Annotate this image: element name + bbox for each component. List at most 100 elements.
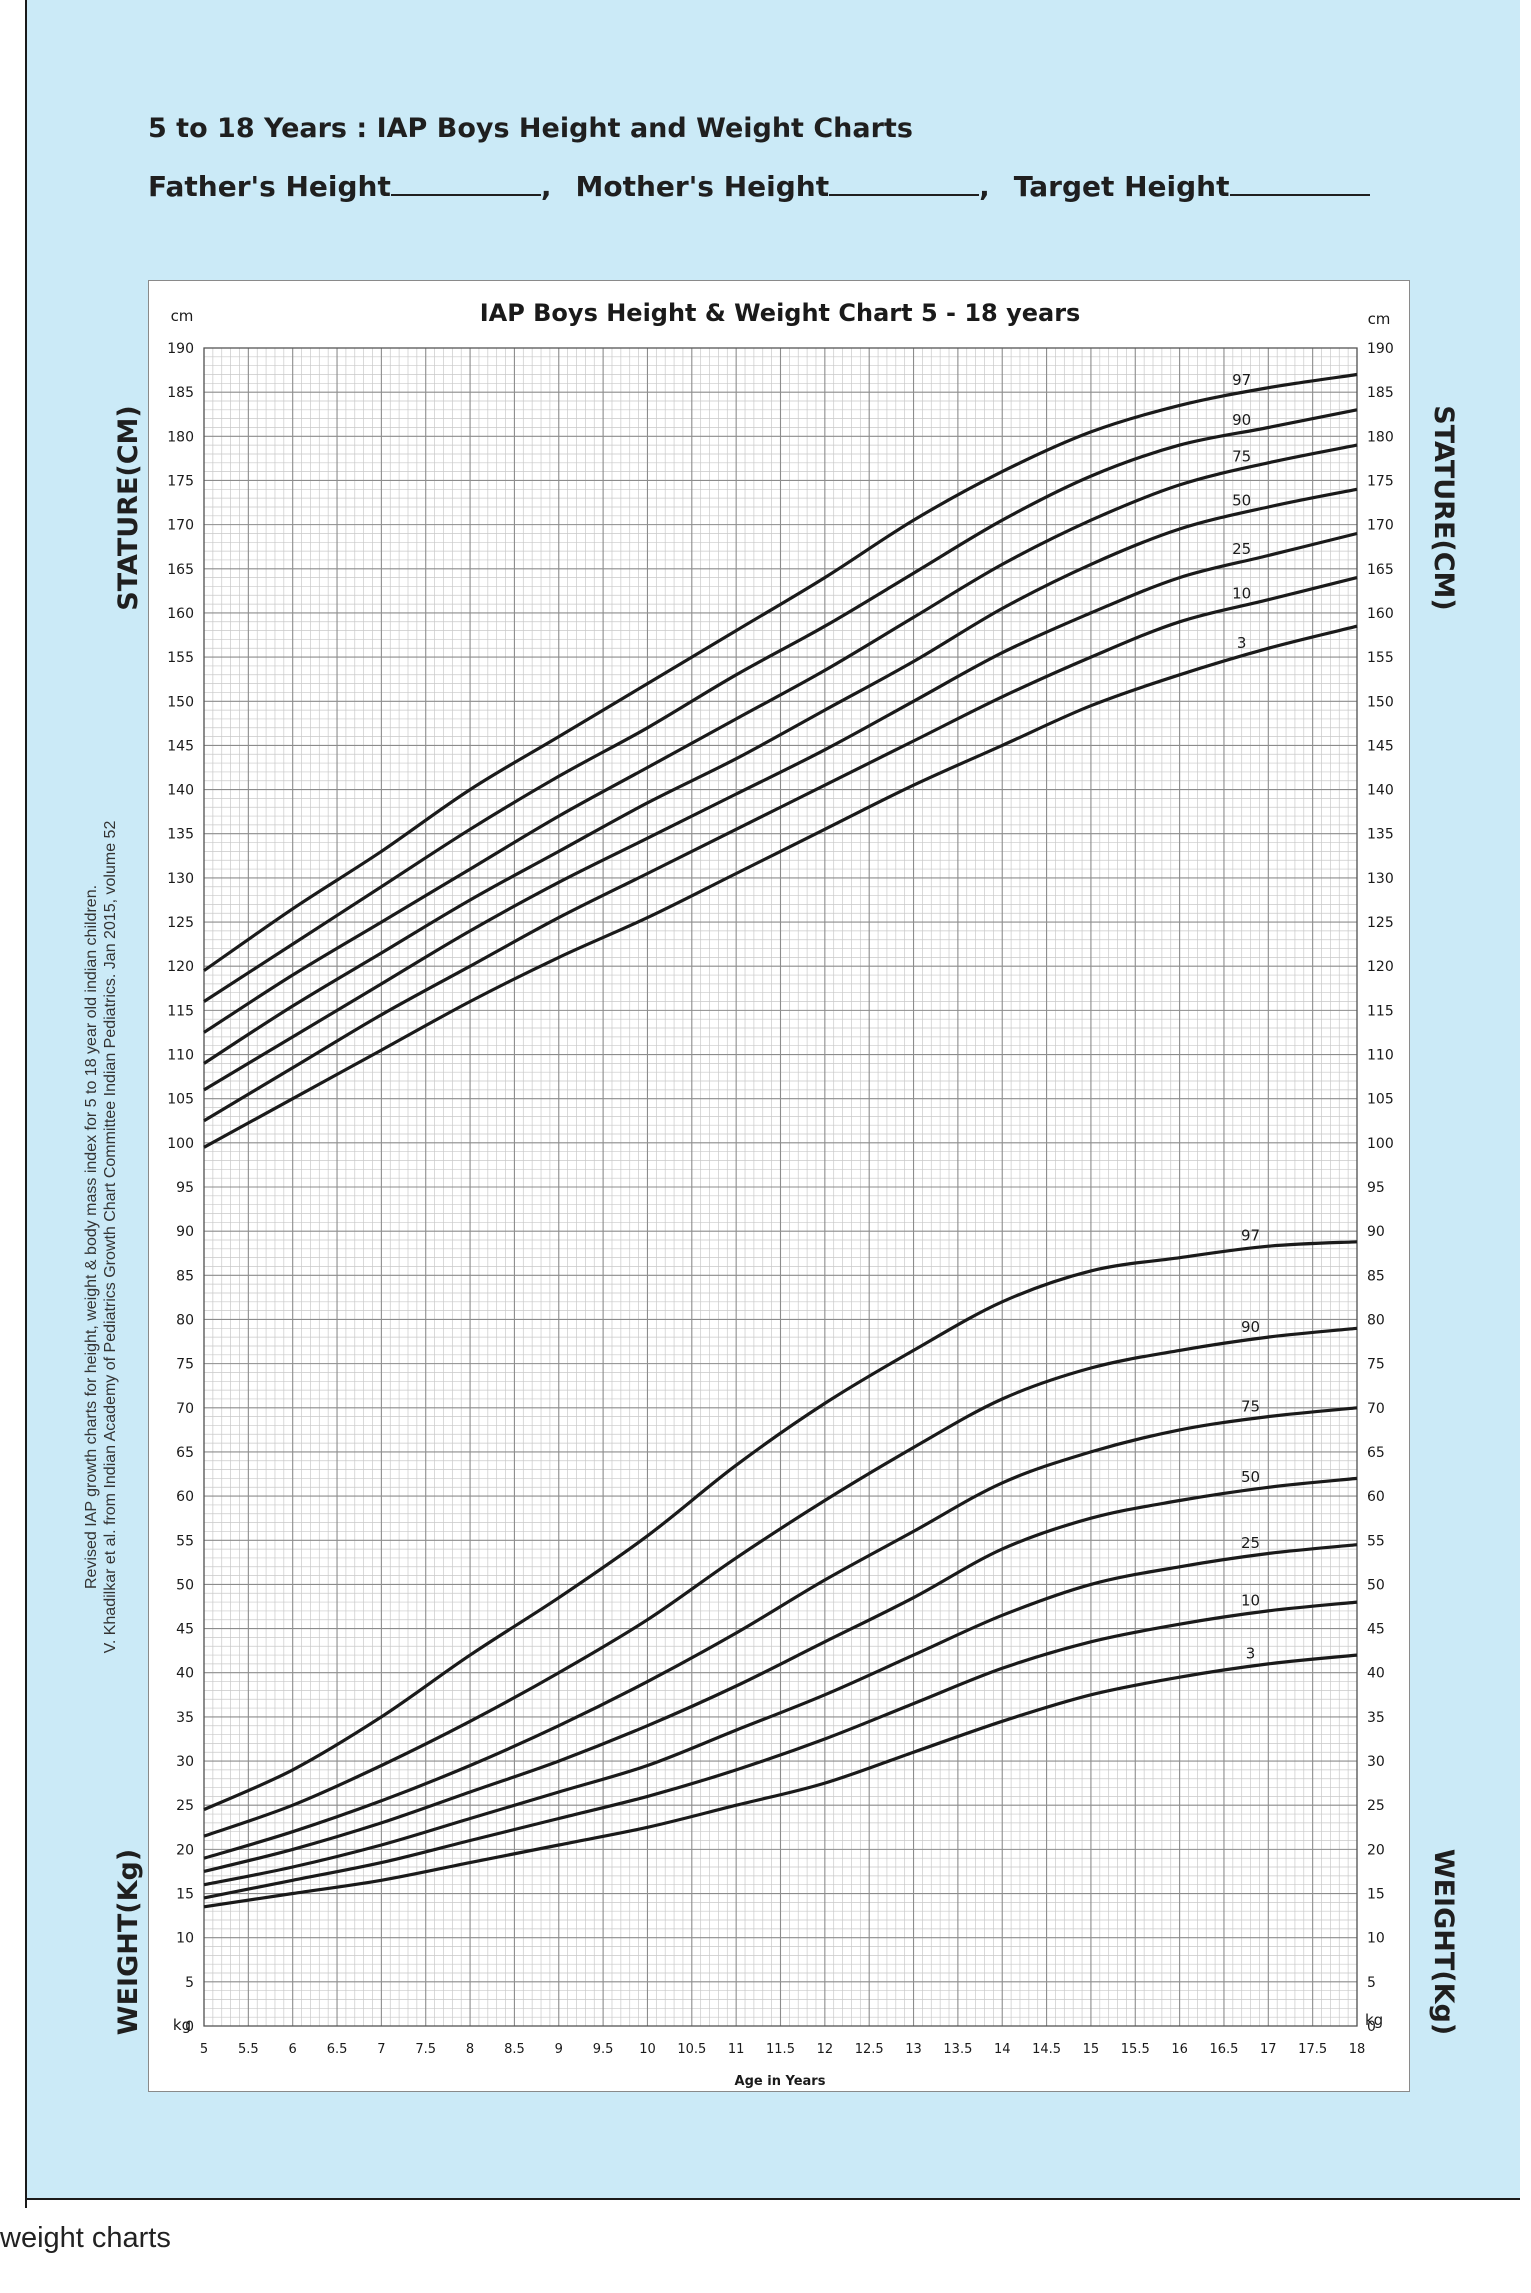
- y-tick-label-right: 145: [1367, 738, 1394, 754]
- y-tick-label-right: 185: [1367, 385, 1394, 401]
- weight-p75-line: [203, 1406, 1358, 1860]
- y-tick-label-right: 175: [1367, 473, 1394, 489]
- mother-height-label: Mother's Height: [575, 170, 830, 203]
- y-tick-label-right: 110: [1367, 1048, 1394, 1064]
- x-tick-label: 7.5: [415, 2042, 436, 2057]
- weight-p10-label: 10: [1241, 1592, 1260, 1610]
- x-tick-label: 9: [555, 2042, 563, 2057]
- field-separator: ,: [979, 170, 990, 203]
- y-tick-label-left: 145: [167, 738, 194, 754]
- height-p75-label: 75: [1232, 447, 1251, 465]
- y-tick-label-right: 105: [1367, 1092, 1394, 1108]
- y-tick-label-right: 30: [1367, 1754, 1385, 1770]
- y-tick-label-right: 35: [1367, 1710, 1385, 1726]
- x-axis-title: Age in Years: [735, 2074, 826, 2089]
- height-percentile-curves: [203, 372, 1358, 1149]
- father-height-blank[interactable]: [390, 168, 541, 196]
- height-p25-line: [203, 531, 1358, 1092]
- x-tick-label: 16.5: [1209, 2042, 1238, 2057]
- y-tick-label-right: 75: [1367, 1357, 1385, 1373]
- y-tick-label-right: 10: [1367, 1931, 1385, 1947]
- unit-kg-right: kg: [1365, 2011, 1383, 2029]
- weight-p3-label: 3: [1246, 1645, 1256, 1663]
- x-tick-label: 11.5: [766, 2042, 795, 2057]
- y-tick-label-left: 110: [167, 1048, 194, 1064]
- y-tick-label-left: 175: [167, 473, 194, 489]
- x-tick-label: 12: [817, 2042, 834, 2057]
- height-p50-line: [203, 487, 1358, 1065]
- y-tick-label-right: 70: [1367, 1401, 1385, 1417]
- y-tick-label-right: 15: [1367, 1887, 1385, 1903]
- y-tick-label-left: 190: [167, 341, 194, 357]
- y-tick-label-right: 85: [1367, 1268, 1385, 1284]
- y-tick-label-left: 80: [176, 1312, 194, 1328]
- y-tick-label-left: 180: [167, 429, 194, 445]
- y-tick-label-left: 165: [167, 562, 194, 578]
- weight-p90-label: 90: [1241, 1318, 1260, 1336]
- y-tick-label-left: 15: [176, 1887, 194, 1903]
- weight-p75-label: 75: [1241, 1397, 1260, 1415]
- y-tick-label-right: 20: [1367, 1842, 1385, 1858]
- weight-p50-line: [203, 1476, 1358, 1873]
- height-p97-line: [203, 372, 1358, 972]
- weight-percentile-curves: [203, 1240, 1358, 1909]
- plot-border: [203, 347, 1358, 2027]
- y-tick-label-right: 165: [1367, 562, 1394, 578]
- x-tick-label: 17.5: [1298, 2042, 1327, 2057]
- chart-title: IAP Boys Height & Weight Chart 5 - 18 ye…: [480, 299, 1081, 327]
- target-height-label: Target Height: [1013, 170, 1230, 203]
- target-height-blank[interactable]: [1229, 168, 1370, 196]
- y-tick-label-left: 85: [176, 1268, 194, 1284]
- x-tick-label: 10.5: [677, 2042, 706, 2057]
- growth-chart: 0510152025303540455055606570758085909510…: [167, 299, 1394, 2089]
- y-tick-label-left: 170: [167, 518, 194, 534]
- x-tick-label: 11: [728, 2042, 745, 2057]
- y-tick-label-right: 40: [1367, 1666, 1385, 1682]
- figure-caption: weight charts: [0, 2222, 171, 2254]
- height-p10-line: [203, 576, 1358, 1123]
- y-tick-label-left: 115: [167, 1003, 194, 1019]
- height-p3-label: 3: [1237, 634, 1247, 652]
- weight-p97-label: 97: [1241, 1226, 1260, 1244]
- y-tick-label-left: 125: [167, 915, 194, 931]
- weight-p10-line: [203, 1600, 1358, 1900]
- major-grid: [203, 347, 1358, 2027]
- y-tick-label-right: 140: [1367, 783, 1394, 799]
- panel-edge-mark: [25, 2200, 27, 2208]
- y-tick-label-right: 150: [1367, 694, 1394, 710]
- x-tick-label: 7: [377, 2042, 385, 2057]
- x-tick-label: 6.5: [327, 2042, 348, 2057]
- chart-frame: 0 5 10 15 20 25 30 35 40 45 50 55 60 65 70 75 80 85 90 95 10…: [148, 280, 1410, 2092]
- weight-p90-line: [203, 1326, 1358, 1838]
- y-tick-label-right: 100: [1367, 1136, 1394, 1152]
- y-tick-label-left: 5: [185, 1975, 194, 1991]
- mother-height-blank[interactable]: [829, 168, 980, 196]
- height-p75-line: [203, 443, 1358, 1034]
- weight-p97-line: [203, 1240, 1358, 1812]
- y-tick-label-right: 155: [1367, 650, 1394, 666]
- height-p10-label: 10: [1232, 584, 1251, 602]
- y-tick-label-right: 55: [1367, 1533, 1385, 1549]
- x-tick-label: 16: [1171, 2042, 1188, 2057]
- y-tick-label-left: 105: [167, 1092, 194, 1108]
- y-tick-label-right: 25: [1367, 1798, 1385, 1814]
- y-tick-label-left: 70: [176, 1401, 194, 1417]
- y-tick-label-right: 160: [1367, 606, 1394, 622]
- y-tick-label-left: 90: [176, 1224, 194, 1240]
- height-p97-label: 97: [1232, 371, 1251, 389]
- x-tick-label: 15: [1083, 2042, 1100, 2057]
- y-tick-label-right: 125: [1367, 915, 1394, 931]
- y-tick-label-right: 60: [1367, 1489, 1385, 1505]
- unit-kg-left: kg: [173, 2016, 191, 2034]
- x-tick-label: 13: [905, 2042, 922, 2057]
- y-tick-label-right: 45: [1367, 1622, 1385, 1638]
- y-tick-label-left: 65: [176, 1445, 194, 1461]
- y-tick-label-right: 115: [1367, 1003, 1394, 1019]
- y-tick-labels-right: 0 5 10 15 20 25 30 35 40 45 50 55 60 65 70 75 80 85 90 95 10…: [1367, 341, 1394, 2035]
- x-tick-label: 10: [639, 2042, 656, 2057]
- x-tick-label: 5.5: [238, 2042, 259, 2057]
- page-title: 5 to 18 Years : IAP Boys Height and Weig…: [148, 113, 913, 144]
- y-tick-label-right: 135: [1367, 827, 1394, 843]
- y-tick-label-right: 65: [1367, 1445, 1385, 1461]
- y-tick-labels-left: 0 5 10 15 20 25 30 35 40 45 50 55 60 65 70 75 80 85 90 95 10…: [167, 341, 194, 2035]
